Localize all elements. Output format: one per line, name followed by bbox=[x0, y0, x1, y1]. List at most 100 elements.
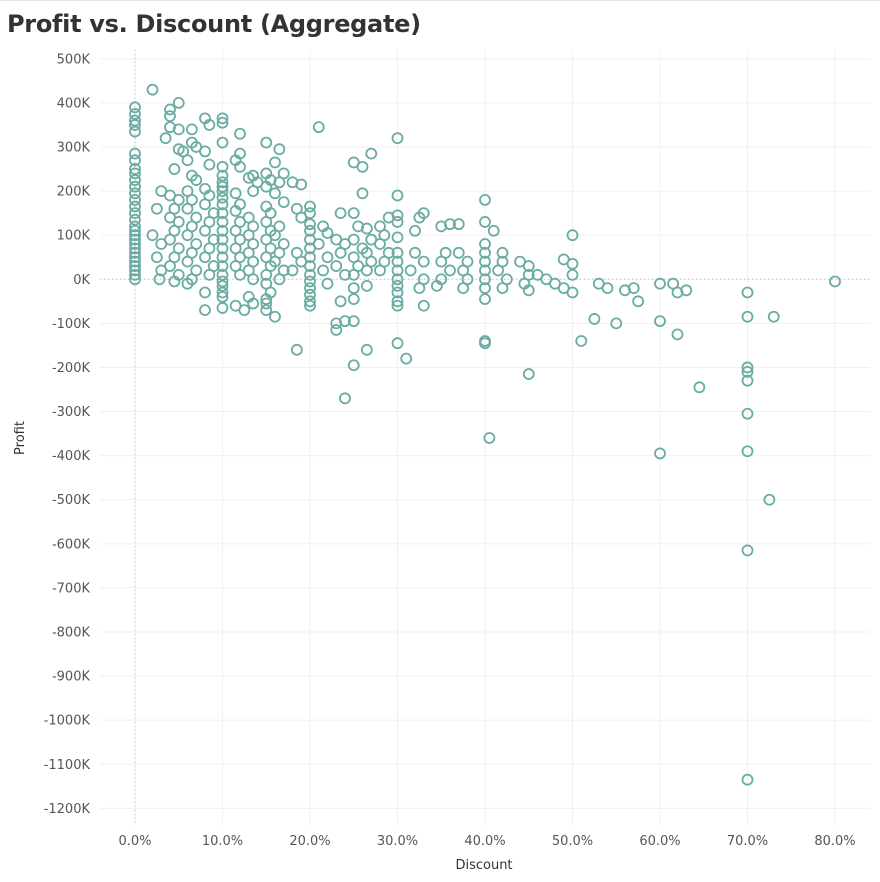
data-point bbox=[444, 218, 456, 231]
data-point bbox=[216, 302, 229, 314]
data-point bbox=[360, 279, 373, 292]
data-point bbox=[181, 277, 194, 290]
data-point bbox=[435, 255, 448, 268]
data-point bbox=[260, 268, 273, 281]
data-point bbox=[741, 286, 754, 299]
data-point bbox=[391, 295, 404, 308]
data-point bbox=[304, 288, 316, 301]
data-point bbox=[260, 297, 273, 310]
data-point bbox=[741, 361, 754, 374]
y-tick-label: 0K bbox=[73, 273, 90, 288]
data-point bbox=[129, 273, 141, 286]
data-point bbox=[129, 251, 141, 264]
data-point bbox=[356, 187, 369, 200]
data-point bbox=[457, 282, 470, 294]
data-point bbox=[391, 286, 404, 299]
data-point bbox=[216, 242, 229, 255]
data-point bbox=[763, 493, 776, 506]
data-point bbox=[767, 310, 780, 323]
y-tick-label: 200K bbox=[57, 185, 91, 200]
data-point bbox=[199, 286, 211, 299]
data-point bbox=[417, 299, 430, 312]
data-point bbox=[741, 310, 754, 323]
y-tick-label: -1100K bbox=[44, 758, 91, 773]
data-point bbox=[269, 255, 281, 268]
data-point bbox=[181, 154, 194, 167]
data-point bbox=[312, 238, 325, 250]
data-point bbox=[203, 158, 216, 171]
data-point bbox=[129, 268, 141, 281]
data-point bbox=[321, 227, 334, 239]
data-point bbox=[153, 273, 166, 286]
data-point bbox=[129, 180, 141, 193]
data-point bbox=[168, 275, 181, 288]
data-point bbox=[129, 220, 141, 233]
data-point bbox=[290, 343, 303, 356]
data-point bbox=[216, 286, 229, 299]
data-point bbox=[334, 246, 347, 259]
data-point bbox=[150, 251, 163, 264]
data-point bbox=[295, 178, 308, 191]
data-point bbox=[199, 145, 211, 158]
y-axis-ticks: 500K 400K 300K 200K 100K 0K -100K -200K -300K -40… bbox=[44, 52, 91, 817]
data-point bbox=[172, 97, 185, 109]
data-point bbox=[413, 282, 426, 294]
y-tick-label: -800K bbox=[52, 626, 91, 641]
data-point bbox=[216, 233, 229, 246]
data-point bbox=[330, 324, 343, 336]
data-point bbox=[181, 255, 194, 268]
data-point bbox=[199, 198, 211, 211]
y-tick-label: -1000K bbox=[44, 714, 91, 729]
data-point bbox=[129, 174, 141, 186]
data-point bbox=[129, 224, 141, 237]
zero-reference-lines bbox=[100, 50, 870, 826]
data-point bbox=[129, 207, 141, 220]
data-point bbox=[391, 132, 404, 145]
data-point bbox=[234, 160, 246, 173]
data-point bbox=[203, 268, 216, 281]
data-point bbox=[247, 297, 260, 310]
data-point bbox=[216, 180, 229, 193]
data-point bbox=[277, 196, 290, 209]
data-point bbox=[260, 136, 273, 149]
data-point bbox=[356, 160, 369, 173]
data-point bbox=[479, 238, 491, 250]
data-point bbox=[164, 233, 176, 246]
data-point bbox=[129, 163, 141, 175]
data-point bbox=[129, 260, 141, 272]
data-point bbox=[391, 299, 404, 312]
data-point bbox=[479, 216, 491, 228]
y-axis-title: Profit bbox=[13, 421, 28, 455]
data-point bbox=[680, 284, 693, 297]
data-point bbox=[391, 264, 404, 277]
data-point bbox=[693, 381, 706, 394]
data-point bbox=[216, 136, 229, 149]
data-point bbox=[330, 260, 343, 272]
data-point bbox=[339, 315, 351, 328]
data-point bbox=[129, 255, 141, 268]
data-point bbox=[409, 224, 421, 237]
data-point bbox=[452, 246, 465, 259]
data-point bbox=[260, 180, 273, 193]
data-point bbox=[229, 205, 242, 217]
data-point bbox=[391, 255, 404, 268]
y-tick-label: -200K bbox=[52, 361, 91, 376]
data-point bbox=[347, 233, 360, 246]
data-point bbox=[216, 260, 229, 272]
data-point bbox=[216, 275, 229, 288]
data-point bbox=[199, 304, 211, 317]
data-point bbox=[304, 260, 316, 272]
data-point bbox=[286, 264, 299, 277]
data-point bbox=[216, 291, 229, 303]
data-point bbox=[234, 127, 246, 140]
data-point bbox=[566, 268, 579, 281]
data-point bbox=[654, 315, 666, 328]
data-point bbox=[360, 343, 373, 356]
data-point bbox=[129, 264, 141, 277]
data-point bbox=[190, 174, 203, 186]
data-point bbox=[181, 229, 194, 242]
data-point bbox=[304, 251, 316, 264]
data-point bbox=[452, 218, 465, 231]
data-point bbox=[671, 328, 684, 341]
